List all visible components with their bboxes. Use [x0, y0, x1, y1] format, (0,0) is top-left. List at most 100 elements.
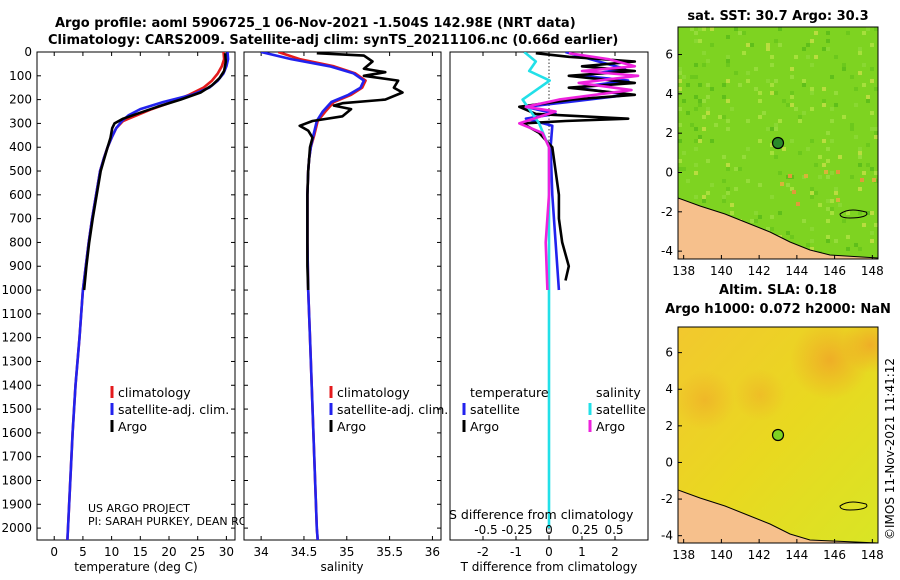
sst-pixel — [846, 211, 850, 215]
sst-pixel — [678, 159, 682, 163]
sst-pixel — [858, 151, 862, 155]
sst-warm-pixel — [796, 202, 800, 206]
sst-pixel — [766, 79, 770, 83]
sst-pixel — [850, 175, 854, 179]
sst-pixel — [778, 119, 782, 123]
sla-island — [839, 501, 868, 511]
sst-pixel — [678, 167, 682, 171]
map-y-tick-label: -2 — [661, 205, 673, 219]
sst-pixel — [710, 139, 714, 143]
sst-pixel — [678, 71, 682, 75]
y-tick-label: 0 — [24, 45, 32, 59]
sst-pixel — [854, 103, 858, 107]
sst-pixel — [798, 115, 802, 119]
sst-pixel — [826, 31, 830, 35]
sst-pixel — [802, 111, 806, 115]
sst-pixel — [710, 43, 714, 47]
sst-pixel — [874, 223, 878, 227]
sst-pixel — [814, 31, 818, 35]
sst-pixel — [722, 115, 726, 119]
sst-pixel — [734, 27, 738, 31]
sst-pixel — [754, 219, 758, 223]
sst-pixel — [758, 139, 762, 143]
sst-pixel — [874, 27, 878, 31]
salinity-axes — [243, 51, 442, 541]
sst-pixel — [822, 163, 826, 167]
sal-legend-climatology: climatology — [337, 385, 410, 400]
sst-pixel — [810, 187, 814, 191]
sst-pixel — [682, 99, 686, 103]
sst-pixel — [806, 243, 810, 247]
map-x-tick-label: 142 — [748, 548, 771, 562]
sst-pixel — [822, 103, 826, 107]
legend-satellite: satellite-adj. clim. — [118, 402, 229, 417]
s-tick-2: -0.25 — [501, 523, 532, 537]
imos-credit: ©IMOS 11-Nov-2021 11:41:12 — [883, 358, 897, 540]
x-tick-label: 1 — [578, 545, 586, 559]
sst-pixel — [726, 35, 730, 39]
sst-pixel — [694, 39, 698, 43]
x-tick-label: 20 — [161, 545, 176, 559]
sst-pixel — [706, 95, 710, 99]
diff-legend-t-sat: satellite — [470, 402, 520, 417]
legend-climatology: climatology — [118, 385, 191, 400]
sst-pixel — [726, 163, 730, 167]
sst-pixel — [830, 211, 834, 215]
sst-pixel — [726, 99, 730, 103]
sst-pixel — [858, 247, 862, 251]
sst-pixel — [750, 43, 754, 47]
project-credit: US ARGO PROJECT — [88, 502, 190, 515]
sst-pixel — [702, 127, 706, 131]
x-tick-label: 0 — [545, 545, 553, 559]
sst-pixel — [834, 187, 838, 191]
sst-pixel — [726, 119, 730, 123]
sst-pixel — [710, 183, 714, 187]
pi-credit: PI: SARAH PURKEY, DEAN RO — [88, 515, 248, 528]
sst-pixel — [870, 231, 874, 235]
sst-pixel — [786, 103, 790, 107]
sst-pixel — [726, 59, 730, 63]
map-y-tick-label: 2 — [665, 126, 673, 140]
sst-pixel — [730, 203, 734, 207]
sst-pixel — [862, 31, 866, 35]
sst-pixel — [682, 167, 686, 171]
map-y-tick-label: 6 — [665, 346, 673, 360]
sst-pixel — [706, 59, 710, 63]
sst-pixel — [690, 75, 694, 79]
sst-pixel — [830, 171, 834, 175]
sla-map: Altim. SLA: 0.18 Argo h1000: 0.072 h2000… — [661, 283, 891, 562]
s-tick-5: 0.5 — [604, 523, 623, 537]
sst-island — [839, 209, 868, 219]
sst-pixel — [754, 211, 758, 215]
sst-pixel — [802, 83, 806, 87]
sst-pixel — [694, 139, 698, 143]
sst-pixel — [706, 191, 710, 195]
sst-pixel — [842, 63, 846, 67]
x-tick-label: 34.5 — [291, 545, 318, 559]
diff-legend-s-sat: satellite — [596, 402, 646, 417]
sst-pixel — [774, 127, 778, 131]
sst-pixel — [726, 187, 730, 191]
sal-legend-satellite: satellite-adj. clim. — [337, 402, 448, 417]
sst-pixel — [722, 95, 726, 99]
sst-pixel — [874, 171, 878, 175]
sst-pixel — [758, 115, 762, 119]
sst-pixel — [734, 187, 738, 191]
sst-pixel — [766, 227, 770, 231]
sst-pixel — [726, 79, 730, 83]
sla-land — [678, 489, 878, 543]
sst-pixel — [858, 147, 862, 151]
sst-pixel — [874, 127, 878, 131]
difference-xlabel: T difference from climatology — [460, 560, 638, 574]
sst-pixel — [862, 223, 866, 227]
sst-pixel — [790, 187, 794, 191]
map-x-tick-label: 146 — [823, 548, 846, 562]
sst-pixel — [694, 163, 698, 167]
title-line-1: Argo profile: aoml 5906725_1 06-Nov-2021… — [55, 16, 576, 31]
y-tick-label: 1700 — [1, 450, 32, 464]
sst-pixel — [770, 227, 774, 231]
sst-pixel — [858, 155, 862, 159]
x-tick-label: 10 — [104, 545, 119, 559]
sst-pixel — [726, 55, 730, 59]
y-tick-label: 1600 — [1, 426, 32, 440]
